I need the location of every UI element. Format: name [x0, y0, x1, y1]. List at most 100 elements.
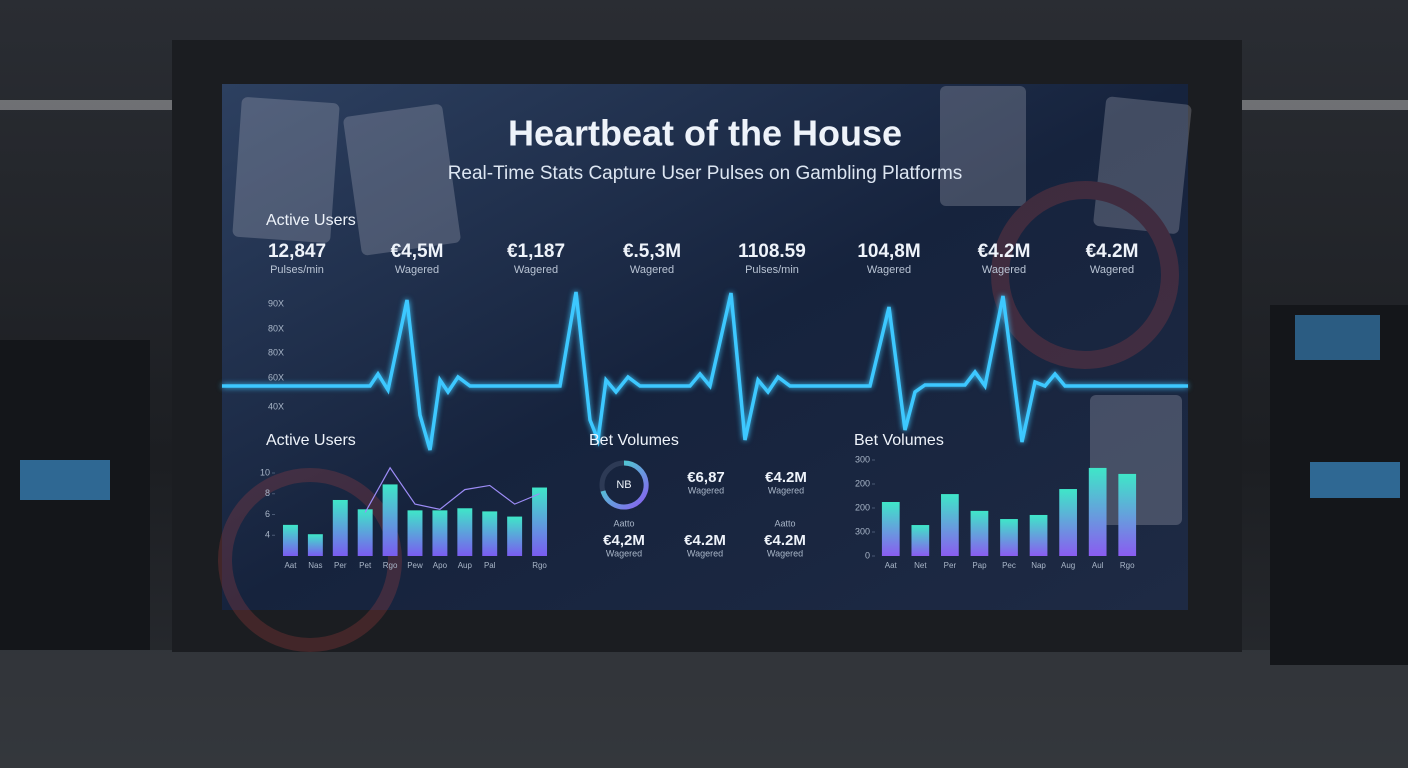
bar: [507, 516, 523, 556]
bar: [1000, 519, 1018, 556]
x-tick-label: Rgo: [1120, 561, 1135, 570]
kpi-label: Pulses/min: [745, 264, 799, 276]
kpi-value: €.5,3M: [623, 241, 681, 262]
bar: [881, 502, 900, 556]
bar: [457, 508, 473, 556]
section-title: Active Users: [266, 212, 356, 229]
bar: [1059, 489, 1077, 556]
x-tick-label: Nap: [1031, 561, 1046, 570]
stat-value: €6,87: [687, 469, 725, 486]
donut-label: NB: [616, 479, 631, 491]
y-tick-label: 200: [855, 502, 870, 512]
bar: [970, 510, 989, 556]
bar: [282, 524, 298, 556]
y-tick-label: 200: [855, 478, 870, 488]
section-title: Bet Volumes: [589, 432, 679, 449]
y-tick-label: 300: [855, 454, 870, 464]
stat-value: €4,2M: [603, 532, 645, 549]
chart-title: Active Users: [266, 432, 356, 449]
dynamic: 12,847 Pulses/min €4,5M Wagered €1,187 Wagere…: [260, 241, 1138, 570]
title: Heartbeat of the House: [508, 113, 902, 154]
chart-title: Bet Volumes: [854, 432, 944, 449]
x-tick-label: Aup: [458, 561, 473, 570]
pulse-axis-label: 80X: [268, 347, 284, 357]
line: [364, 466, 540, 513]
bar: [382, 484, 398, 556]
subtitle: Real-Time Stats Capture User Pulses on G…: [448, 163, 963, 184]
x-tick-label: Apo: [433, 561, 448, 570]
kpi-label: Wagered: [395, 264, 439, 276]
bar: [357, 509, 373, 556]
monitor: [1295, 315, 1380, 360]
kpi-value: €1,187: [507, 241, 565, 262]
x-tick-label: Aat: [885, 561, 898, 570]
stat-label: Wagered: [768, 485, 804, 495]
x-tick-label: Rgo: [532, 561, 547, 570]
stat-value: €4.2M: [765, 469, 807, 486]
bar: [332, 499, 348, 556]
bar: [1029, 514, 1048, 556]
bar: [307, 534, 323, 556]
kpi-value: €4.2M: [978, 241, 1031, 262]
pulse-axis-label: 80X: [268, 323, 284, 333]
kpi-value: €4.2M: [1086, 241, 1139, 262]
bar: [941, 494, 959, 556]
kpi-value: 1108.59: [738, 241, 806, 262]
kpi-label: Wagered: [867, 264, 911, 276]
kpi-label: Pulses/min: [270, 264, 324, 276]
y-tick-label: 0: [865, 550, 870, 560]
stat-label: Wagered: [606, 548, 642, 558]
y-tick-label: 4: [265, 530, 270, 540]
decor: [218, 86, 1192, 652]
stat-label: Wagered: [688, 485, 724, 495]
x-tick-label: Pew: [407, 561, 423, 570]
kpi-label: Wagered: [630, 264, 674, 276]
kpi-value: €4,5M: [391, 241, 444, 262]
bar: [1118, 473, 1137, 556]
bar: [1088, 467, 1107, 556]
floor: [0, 650, 1408, 768]
bar: [911, 525, 930, 556]
stat-value: €4.2M: [764, 532, 806, 549]
x-tick-label: Aul: [1092, 561, 1104, 570]
y-tick-label: 8: [265, 488, 270, 498]
stat-label: Wagered: [767, 548, 803, 558]
x-tick-label: Per: [334, 561, 347, 570]
kpi-value: 104,8M: [857, 241, 920, 262]
y-tick-label: 6: [265, 509, 270, 519]
x-tick-label: Net: [914, 561, 927, 570]
kpi-value: 12,847: [268, 241, 326, 262]
stat-caption: Aatto: [613, 518, 634, 528]
x-tick-label: Pec: [1002, 561, 1016, 570]
y-tick-label: 300: [855, 526, 870, 536]
stat-value: €4.2M: [684, 532, 726, 549]
pulse-axis-label: 90X: [268, 298, 284, 308]
x-tick-label: Nas: [308, 561, 322, 570]
pulse-axis-label: 40X: [268, 401, 284, 411]
x-tick-label: Pet: [359, 561, 372, 570]
kpi-label: Wagered: [1090, 264, 1134, 276]
stat-label: Wagered: [687, 548, 723, 558]
stat-caption: Aatto: [774, 518, 795, 528]
x-tick-label: Rgo: [383, 561, 398, 570]
bar: [407, 510, 423, 556]
bar: [432, 510, 448, 556]
bar: [532, 487, 548, 556]
monitor: [20, 460, 110, 500]
pulse-axis-label: 60X: [268, 372, 284, 382]
kpi-label: Wagered: [982, 264, 1026, 276]
bar: [482, 511, 498, 556]
x-tick-label: Aat: [284, 561, 297, 570]
x-tick-label: Pal: [484, 561, 496, 570]
heartbeat-line: [222, 291, 1188, 451]
x-tick-label: Per: [944, 561, 957, 570]
light: [1240, 100, 1408, 110]
donut-arc: [600, 460, 649, 510]
x-tick-label: Aug: [1061, 561, 1075, 570]
light: [0, 100, 200, 110]
kpi-label: Wagered: [514, 264, 558, 276]
y-tick-label: 10: [260, 467, 270, 477]
x-tick-label: Pap: [972, 561, 987, 570]
monitor: [1310, 462, 1400, 498]
